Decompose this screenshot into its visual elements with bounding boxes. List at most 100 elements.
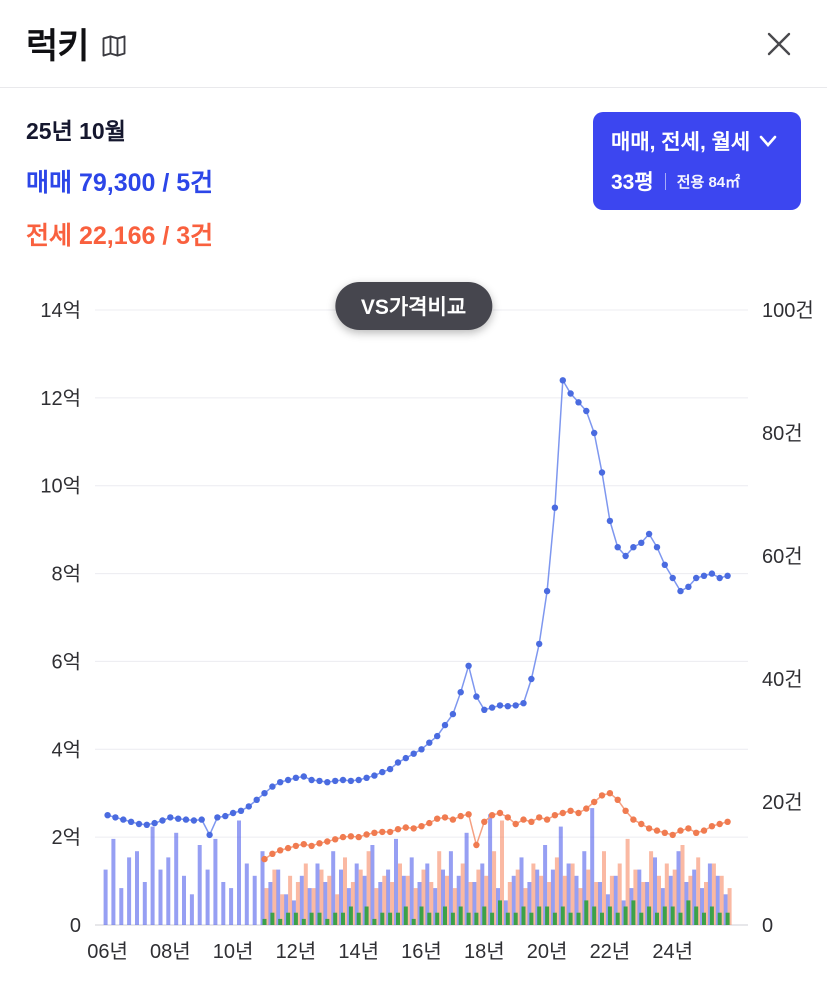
volume-bar <box>350 882 355 925</box>
volume-bar <box>537 906 542 925</box>
price-dot <box>292 774 300 781</box>
volume-bar <box>547 882 552 925</box>
price-dot <box>567 390 574 397</box>
price-dot <box>512 702 519 709</box>
volume-bar <box>425 863 430 925</box>
volume-bar <box>672 869 677 925</box>
price-dot <box>332 777 339 785</box>
y-left-tick: 0 <box>70 915 81 937</box>
volume-bar <box>244 863 249 925</box>
price-dot <box>677 587 684 595</box>
volume-bar <box>293 912 298 925</box>
volume-bar <box>513 912 518 925</box>
price-dot <box>551 812 559 819</box>
trade-type-filter-button[interactable]: 매매, 전세, 월세 33평 전용 84㎡ <box>593 112 801 210</box>
close-button[interactable] <box>757 22 801 66</box>
volume-bar <box>396 912 400 925</box>
volume-bar <box>295 882 300 925</box>
volume-bar <box>364 906 369 925</box>
volume-bar <box>362 875 367 925</box>
price-line <box>264 792 728 860</box>
volume-bar <box>511 875 516 925</box>
volume-bar <box>421 869 426 925</box>
volume-bar <box>268 882 273 925</box>
volume-bar <box>237 820 241 925</box>
y-right-tick: 0 <box>762 915 773 937</box>
volume-bar <box>552 912 557 925</box>
price-dot <box>645 530 653 538</box>
volume-bar <box>623 906 628 925</box>
volume-bar <box>398 863 402 925</box>
volume-bar <box>625 838 630 925</box>
jeonse-price-summary: 전세 22,166 / 3건 <box>26 222 214 250</box>
price-dot <box>284 844 292 852</box>
volume-bar <box>576 912 581 925</box>
price-dot <box>520 816 527 823</box>
volume-bar <box>600 912 604 925</box>
price-dot <box>394 826 402 833</box>
price-dot <box>622 807 629 814</box>
volume-bar <box>535 869 540 925</box>
exclusive-area-label: 전용 84㎡ <box>676 173 741 191</box>
price-dot <box>292 842 300 850</box>
price-dot <box>379 768 386 776</box>
volume-bar <box>127 857 132 925</box>
y-right-tick: 80건 <box>762 422 803 445</box>
price-dot <box>504 814 511 821</box>
price-dot <box>543 816 551 823</box>
map-icon[interactable] <box>100 32 128 60</box>
price-dot <box>591 798 598 806</box>
volume-bar <box>692 869 697 925</box>
price-dot <box>638 820 645 828</box>
price-dot <box>253 796 260 803</box>
price-dot <box>410 825 417 832</box>
volume-bar <box>288 875 293 925</box>
price-dot <box>724 572 731 579</box>
price-dot <box>316 777 323 785</box>
price-dot <box>512 820 519 828</box>
volume-bar <box>443 906 447 925</box>
price-dot <box>708 570 716 577</box>
price-dot <box>716 820 723 828</box>
price-dot <box>269 783 276 790</box>
price-dot <box>371 829 378 836</box>
price-dot <box>598 469 606 476</box>
volume-bar <box>488 814 493 925</box>
price-volume-chart[interactable]: 0 2억 4억 6억 8억 10억 12억 14억 0 20건 40건 60건 80건 100건 06년 08… <box>0 268 827 980</box>
volume-bar <box>307 888 312 925</box>
price-dot <box>473 693 480 700</box>
volume-bar <box>341 912 345 925</box>
volume-bar <box>574 875 579 925</box>
volume-bar <box>456 875 461 925</box>
volume-bar <box>221 882 226 925</box>
volume-bar <box>709 906 714 925</box>
y-right-tick: 60건 <box>762 545 803 568</box>
price-dot <box>591 429 598 437</box>
price-dot <box>410 750 417 757</box>
y-left-tick: 10억 <box>40 475 81 498</box>
price-dot <box>536 814 543 821</box>
sale-price-summary: 매매 79,300 / 5건 <box>26 169 214 197</box>
volume-bar <box>445 875 449 925</box>
price-dot <box>418 823 425 830</box>
volume-bar <box>545 906 550 925</box>
volume-bar <box>378 882 383 925</box>
volume-bar <box>348 906 353 925</box>
volume-bar <box>615 912 620 925</box>
volume-bar <box>584 900 589 925</box>
price-dot <box>363 831 370 838</box>
volume-bar <box>229 888 234 925</box>
y-left-tick: 6억 <box>51 650 81 673</box>
price-dot <box>190 817 198 824</box>
price-dot <box>324 838 331 845</box>
volume-bar <box>637 869 642 925</box>
volume-bar <box>260 851 265 925</box>
price-dot <box>261 855 268 863</box>
volume-bar <box>668 875 673 925</box>
price-dot <box>229 809 237 817</box>
price-dot <box>347 833 355 840</box>
volume-bar <box>727 888 732 925</box>
volume-bar <box>515 869 520 925</box>
vs-price-compare-button[interactable]: VS가격비교 <box>334 282 493 330</box>
